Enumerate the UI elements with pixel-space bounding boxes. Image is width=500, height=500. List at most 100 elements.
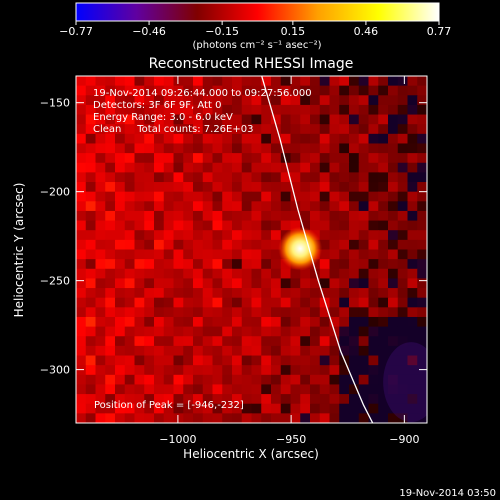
heatmap-cell — [339, 76, 350, 87]
heatmap-cell — [95, 191, 106, 202]
heatmap-cell — [280, 394, 292, 405]
heatmap-cell — [222, 288, 233, 299]
heatmap-cell — [271, 249, 282, 260]
heatmap-cell — [154, 355, 165, 366]
y-tick-label: −250 — [40, 275, 70, 288]
heatmap-cell — [222, 153, 233, 164]
heatmap-cell — [202, 259, 214, 270]
heatmap-cell — [310, 345, 321, 357]
heatmap-cell — [280, 355, 292, 366]
heatmap-cell — [232, 162, 243, 173]
heatmap-cell — [280, 104, 292, 116]
heatmap-cell — [95, 297, 106, 308]
heatmap-cell — [388, 153, 399, 164]
heatmap-cell — [232, 210, 243, 222]
heatmap-cell — [329, 201, 340, 212]
heatmap-cell — [388, 182, 399, 193]
heatmap-cell — [241, 384, 253, 395]
heatmap-cell — [339, 297, 350, 308]
heatmap-cell — [95, 394, 106, 405]
heatmap-cell — [163, 336, 175, 347]
heatmap-cell — [95, 201, 106, 212]
heatmap-cell — [183, 268, 194, 280]
heatmap-cell — [280, 307, 292, 318]
x-tick-label: −950 — [276, 433, 306, 446]
heatmap-cell — [95, 133, 106, 145]
heatmap-cell — [115, 153, 126, 164]
heatmap-cell — [280, 201, 292, 212]
heatmap-cell — [193, 297, 204, 308]
heatmap-cell — [202, 249, 214, 260]
heatmap-cell — [202, 210, 214, 222]
heatmap-cell — [261, 355, 272, 366]
heatmap-cell — [115, 345, 126, 357]
heatmap-cell — [202, 413, 214, 423]
heatmap-cell — [173, 162, 184, 173]
heatmap-cell — [300, 114, 311, 125]
heatmap-cell — [280, 268, 292, 280]
heatmap-cell — [85, 336, 97, 347]
heatmap-cell — [193, 153, 204, 164]
heatmap-cell — [300, 172, 311, 183]
heatmap-cell — [105, 345, 116, 357]
heatmap-cell — [417, 239, 427, 251]
heatmap-cell — [105, 114, 116, 125]
heatmap-cell — [271, 239, 282, 251]
heatmap-cell — [349, 220, 360, 231]
heatmap-cell — [163, 345, 175, 357]
heatmap-cell — [173, 365, 184, 376]
heatmap-cell — [310, 143, 321, 154]
heatmap-cell — [105, 220, 116, 231]
heatmap-cell — [417, 259, 427, 270]
plot-area — [76, 76, 427, 423]
heatmap-cell — [261, 191, 272, 202]
heatmap-cell — [202, 336, 214, 347]
heatmap-cell — [300, 220, 311, 231]
heatmap-cell — [261, 114, 272, 125]
heatmap-cell — [144, 124, 155, 135]
heatmap-cell — [388, 278, 399, 289]
heatmap-cell — [124, 239, 136, 251]
heatmap-cell — [163, 172, 175, 183]
heatmap-cell — [339, 249, 350, 260]
heatmap-cell — [329, 249, 340, 260]
heatmap-cell — [271, 288, 282, 299]
heatmap-cell — [105, 143, 116, 154]
heatmap-cell — [115, 394, 126, 405]
heatmap-cell — [154, 326, 165, 337]
heatmap-cell — [251, 133, 262, 145]
heatmap-cell — [329, 210, 340, 222]
heatmap-cell — [407, 133, 418, 145]
heatmap-cell — [105, 394, 116, 405]
heatmap-cell — [280, 153, 292, 164]
heatmap-cell — [310, 220, 321, 231]
heatmap-cell — [251, 124, 262, 135]
heatmap-cell — [193, 307, 204, 318]
heatmap-cell — [212, 153, 223, 164]
heatmap-cell — [115, 336, 126, 347]
heatmap-cell — [417, 297, 427, 308]
heatmap-cell — [154, 365, 165, 376]
heatmap-cell — [417, 143, 427, 154]
heatmap-cell — [183, 191, 194, 202]
heatmap-cell — [349, 336, 360, 347]
heatmap-cell — [105, 268, 116, 280]
heatmap-cell — [261, 326, 272, 337]
heatmap-cell — [163, 124, 175, 135]
heatmap-cell — [202, 162, 214, 173]
heatmap-cell — [154, 297, 165, 308]
heatmap-cell — [241, 268, 253, 280]
heatmap-cell — [144, 288, 155, 299]
heatmap-cell — [407, 268, 418, 280]
heatmap-cell — [280, 162, 292, 173]
heatmap-cell — [144, 85, 155, 96]
heatmap-cell — [95, 124, 106, 135]
heatmap-cell — [407, 345, 418, 357]
heatmap-cell — [212, 124, 223, 135]
heatmap-cell — [232, 104, 243, 116]
heatmap-cell — [95, 114, 106, 125]
heatmap-cell — [339, 239, 350, 251]
heatmap-cell — [183, 182, 194, 193]
heatmap-cell — [300, 355, 311, 366]
heatmap-cell — [212, 374, 223, 386]
